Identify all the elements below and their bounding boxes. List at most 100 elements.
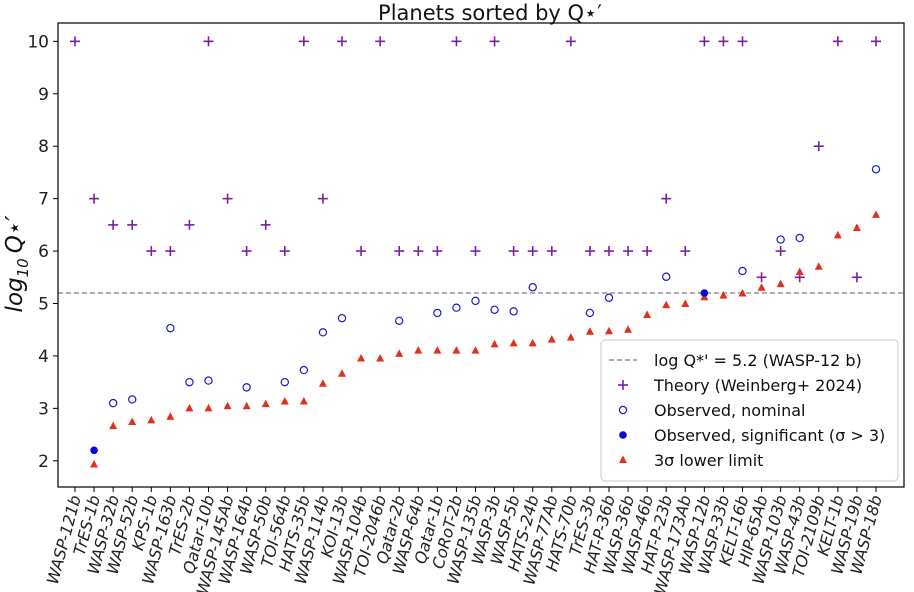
point-triangle [166,412,175,420]
point-open-circle [604,293,614,302]
point-plus [317,193,328,204]
point-triangle [204,403,213,412]
y-axis-label-base: log [2,277,28,312]
point-plus [146,246,157,257]
point-triangle [376,354,385,362]
point-triangle [643,310,652,319]
point-plus [871,36,881,47]
point-plus [89,193,100,204]
point-triangle [90,459,99,468]
point-plus [718,36,729,47]
point-triangle [338,369,346,377]
point-open-circle [337,313,347,323]
point-plus [127,219,138,230]
point-plus [813,141,824,152]
point-plus [260,219,271,230]
point-triangle [662,300,671,309]
point-open-circle [490,305,499,314]
point-triangle [681,299,690,308]
point-open-circle [204,376,213,385]
y-axis-label-subscript: 10 [14,258,32,277]
point-filled-circle [90,446,98,455]
point-triangle [395,349,404,357]
point-open-circle [528,283,537,292]
chart-title: Planets sorted by Q⋆′ [378,1,602,25]
point-triangle [128,417,137,425]
point-plus [546,246,557,257]
point-plus [489,36,500,47]
y-axis-label-variable: Q⋆′ [2,215,28,254]
point-triangle [757,283,766,291]
point-open-circle [395,316,404,325]
point-plus [699,36,710,47]
point-triangle [242,401,251,410]
legend-filled-circle-swatch [619,431,627,439]
legend-open-circle-swatch [618,405,628,415]
point-open-circle [433,308,442,318]
point-plus [775,246,786,257]
point-plus [298,36,309,47]
point-triangle [318,379,327,387]
point-triangle [414,346,423,354]
point-plus [851,272,862,283]
point-plus [584,246,595,257]
legend-label: 3σ lower limit [654,451,763,470]
point-triangle [795,267,804,276]
point-plus [432,246,443,257]
point-triangle [490,339,499,348]
point-open-circle [509,307,518,316]
legend-label: Observed, nominal [654,401,806,420]
point-open-circle [471,296,480,306]
legend-label: log Q*' = 5.2 (WASP-12 b) [654,351,862,370]
point-triangle [357,354,366,362]
legend-triangle-swatch [619,455,627,463]
point-plus [470,246,481,257]
point-triangle [261,399,270,408]
point-open-circle [299,365,309,375]
point-open-circle [242,383,251,392]
legend-label: Observed, significant (σ > 3) [654,426,885,445]
point-triangle [566,333,575,341]
point-triangle [719,291,728,299]
point-open-circle [776,235,785,244]
point-triangle [624,325,633,333]
point-triangle [223,401,232,410]
point-triangle [852,223,861,231]
point-plus [623,246,634,257]
point-open-circle [662,272,671,281]
legend-box [600,339,899,482]
point-triangle [299,397,308,405]
y-tick-label: 8 [38,137,49,157]
point-plus [394,246,405,257]
point-open-circle [185,377,194,387]
point-triangle [471,346,480,354]
point-triangle [833,230,842,239]
point-open-circle [871,165,881,174]
y-tick-label: 4 [38,347,49,367]
point-open-circle [452,303,461,312]
point-triangle [605,326,613,335]
point-plus [832,36,843,47]
y-axis-label: log10 Q⋆′ [2,215,32,313]
y-tick-label: 7 [38,190,49,210]
point-triangle [109,421,118,430]
point-open-circle [738,266,747,276]
point-plus [241,246,252,257]
point-triangle [872,210,880,218]
y-tick-label: 5 [38,294,49,314]
point-open-circle [795,233,804,243]
point-plus [451,36,462,47]
point-plus [222,193,233,204]
legend-label: Theory (Weinberg+ 2024) [653,376,862,395]
y-tick-label: 3 [38,399,49,419]
point-plus [356,246,367,257]
legend: log Q*' = 5.2 (WASP-12 b) Theory (Weinber… [600,339,899,482]
point-triangle [528,338,537,347]
point-triangle [185,403,194,412]
point-triangle [585,327,594,335]
point-open-circle [108,398,118,408]
point-plus [508,246,519,257]
point-triangle [509,338,518,347]
point-plus [375,36,386,47]
